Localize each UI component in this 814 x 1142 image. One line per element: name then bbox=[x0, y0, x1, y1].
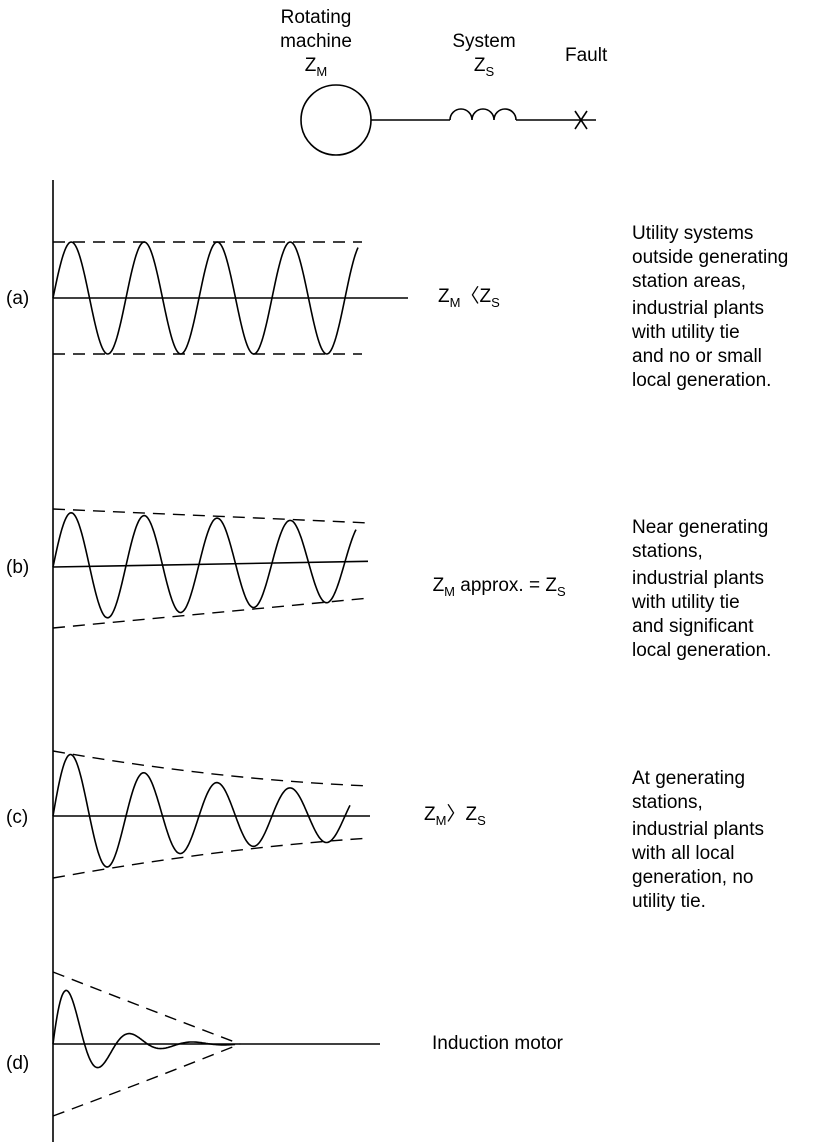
current-waveform bbox=[52, 753, 351, 868]
envelope-dashed-line bbox=[52, 508, 371, 524]
waveform-d bbox=[52, 971, 380, 1117]
rotating-machine-line1: Rotating bbox=[280, 7, 352, 28]
current-waveform bbox=[52, 511, 357, 619]
envelope-dashed-line bbox=[52, 971, 241, 1045]
relation-d: Induction motor bbox=[432, 1033, 563, 1054]
waveform-c bbox=[52, 750, 371, 879]
envelope-dashed-line bbox=[52, 1043, 241, 1117]
description-b: Near generating stations, industrial pla… bbox=[632, 517, 772, 661]
case-label-a: (a) bbox=[6, 288, 30, 309]
current-waveform bbox=[52, 241, 359, 355]
system-inductor-symbol bbox=[449, 108, 517, 121]
rotating-machine-symbol bbox=[300, 84, 372, 156]
description-a: Utility systems outside generating stati… bbox=[632, 223, 789, 391]
system-line1: System bbox=[452, 31, 516, 52]
case-label-d: (d) bbox=[6, 1053, 30, 1074]
system-impedance-symbol: ZS bbox=[473, 55, 495, 79]
case-label-b: (b) bbox=[6, 557, 30, 578]
relation-c: ZM〉ZS bbox=[424, 804, 486, 828]
description-c: At generating stations, industrial plant… bbox=[632, 768, 765, 912]
relation-b: ZM approx. = ZS bbox=[432, 575, 566, 599]
machine-impedance-symbol: ZM bbox=[304, 55, 328, 79]
current-waveform bbox=[52, 989, 236, 1069]
waveform-b bbox=[52, 508, 371, 629]
case-label-c: (c) bbox=[6, 807, 29, 828]
envelope-dashed-line bbox=[52, 597, 371, 629]
relation-a: ZM〈ZS bbox=[438, 286, 500, 310]
system-label: System ZS bbox=[424, 30, 544, 79]
envelope-dashed-line bbox=[52, 750, 371, 787]
rotating-machine-line2: machine bbox=[280, 31, 352, 52]
time-axis bbox=[52, 560, 369, 568]
envelope-dashed-line bbox=[52, 837, 371, 879]
rotating-machine-label: Rotating machine ZM bbox=[256, 6, 376, 79]
fault-mark bbox=[574, 110, 588, 130]
one-line-circuit bbox=[300, 84, 596, 156]
waveform-a bbox=[52, 241, 408, 355]
fault-label: Fault bbox=[565, 45, 608, 66]
